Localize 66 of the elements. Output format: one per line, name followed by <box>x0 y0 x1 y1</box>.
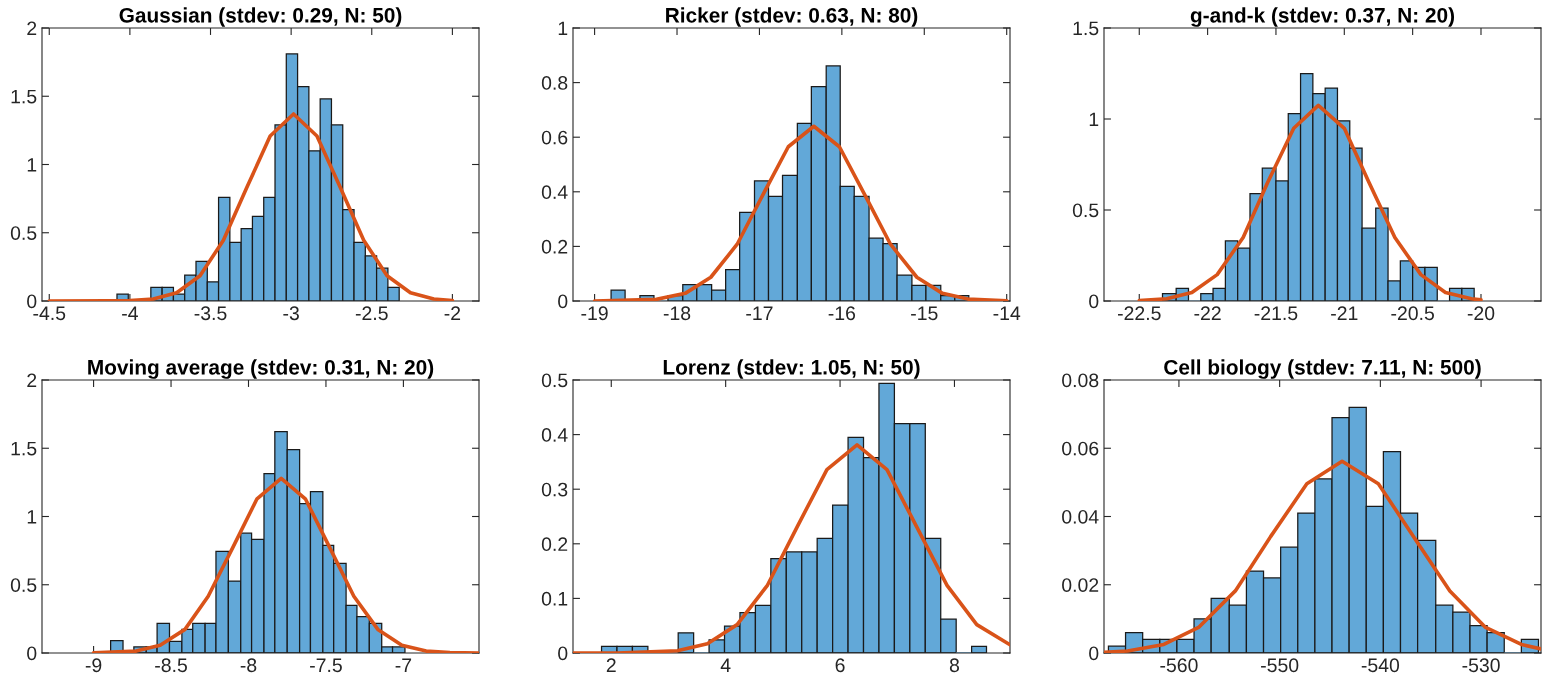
y-tick-label: 2 <box>27 373 37 388</box>
y-tick-label: 0.5 <box>541 373 568 388</box>
y-tick-label: 0.02 <box>1062 578 1099 592</box>
y-tick-label: 2 <box>27 21 37 36</box>
y-tick-label: 0 <box>558 646 568 661</box>
chart-title: Gaussian (stdev: 0.29, N: 50) <box>119 7 402 27</box>
y-tick-label: 0.3 <box>541 482 568 497</box>
x-tick-label: -540 <box>1361 658 1400 673</box>
chart-title: g-and-k (stdev: 0.37, N: 20) <box>1190 7 1455 27</box>
x-tick-label: 6 <box>835 658 845 673</box>
x-tick-label: -7.5 <box>310 658 342 673</box>
y-tick-label: 1.5 <box>11 441 37 456</box>
x-tick-label: -550 <box>1261 658 1299 673</box>
x-tick-label: -20 <box>1467 306 1495 321</box>
x-tick-label: -2.5 <box>355 306 388 321</box>
chart-title: Cell biology (stdev: 7.11, N: 500) <box>1164 359 1481 379</box>
y-tick-label: 0 <box>558 294 568 309</box>
y-tick-label: 0.08 <box>1062 373 1099 388</box>
x-tick-label: 2 <box>606 658 616 672</box>
chart-title: Ricker (stdev: 0.63, N: 80) <box>666 7 918 27</box>
y-tick-label: 1.5 <box>11 89 37 104</box>
x-tick-label: 8 <box>949 658 960 673</box>
x-tick-label: -3 <box>283 306 299 321</box>
x-tick-label: -19 <box>581 306 608 321</box>
y-tick-label: 0.5 <box>10 578 37 592</box>
x-tick-label: -8 <box>240 658 257 673</box>
y-tick-label: 0.6 <box>541 130 568 145</box>
y-tick-label: 0.4 <box>541 428 568 442</box>
y-tick-label: 1 <box>1089 112 1099 127</box>
y-tick-label: 0.1 <box>541 591 568 606</box>
y-tick-label: 0.04 <box>1062 509 1099 524</box>
y-tick-label: 0 <box>1089 646 1099 661</box>
x-tick-label: -4 <box>122 306 138 320</box>
y-tick-label: 1 <box>27 158 37 172</box>
y-tick-label: 1.5 <box>1073 21 1099 36</box>
chart-title: Lorenz (stdev: 1.05, N: 50) <box>663 359 920 379</box>
x-tick-label: -22 <box>1194 306 1221 320</box>
x-tick-label: 4 <box>720 658 731 672</box>
y-tick-label: 0 <box>1089 294 1099 309</box>
y-tick-label: 0.2 <box>541 239 568 254</box>
x-tick-label: -7 <box>395 658 412 672</box>
y-tick-label: 0.4 <box>541 185 568 200</box>
y-tick-label: 0.06 <box>1062 441 1099 456</box>
x-tick-label: -14 <box>993 306 1021 320</box>
x-tick-label: -2 <box>444 306 461 320</box>
y-tick-label: 0.5 <box>1072 203 1099 218</box>
x-tick-label: -18 <box>663 306 691 321</box>
x-tick-label: -530 <box>1462 658 1500 673</box>
x-tick-label: -16 <box>828 306 856 321</box>
x-tick-label: -22.5 <box>1117 306 1161 321</box>
y-tick-label: 1 <box>558 21 568 36</box>
x-tick-label: -21.5 <box>1254 306 1298 321</box>
x-tick-label: -20.5 <box>1391 306 1434 321</box>
x-tick-label: -8.5 <box>155 658 187 673</box>
chart-title: Moving average (stdev: 0.31, N: 20) <box>88 359 434 379</box>
x-tick-label: -15 <box>911 306 938 321</box>
x-tick-label: -9 <box>85 658 102 673</box>
y-tick-label: 1 <box>27 510 37 524</box>
y-tick-label: 0 <box>27 646 37 661</box>
x-tick-label: -3.5 <box>194 306 227 321</box>
y-tick-label: 0.8 <box>541 76 568 90</box>
x-tick-label: -21 <box>1331 306 1358 320</box>
x-tick-label: -560 <box>1160 658 1198 673</box>
y-tick-label: 0.5 <box>10 226 37 240</box>
x-tick-label: -17 <box>746 306 773 320</box>
y-tick-label: 0.2 <box>541 537 568 552</box>
